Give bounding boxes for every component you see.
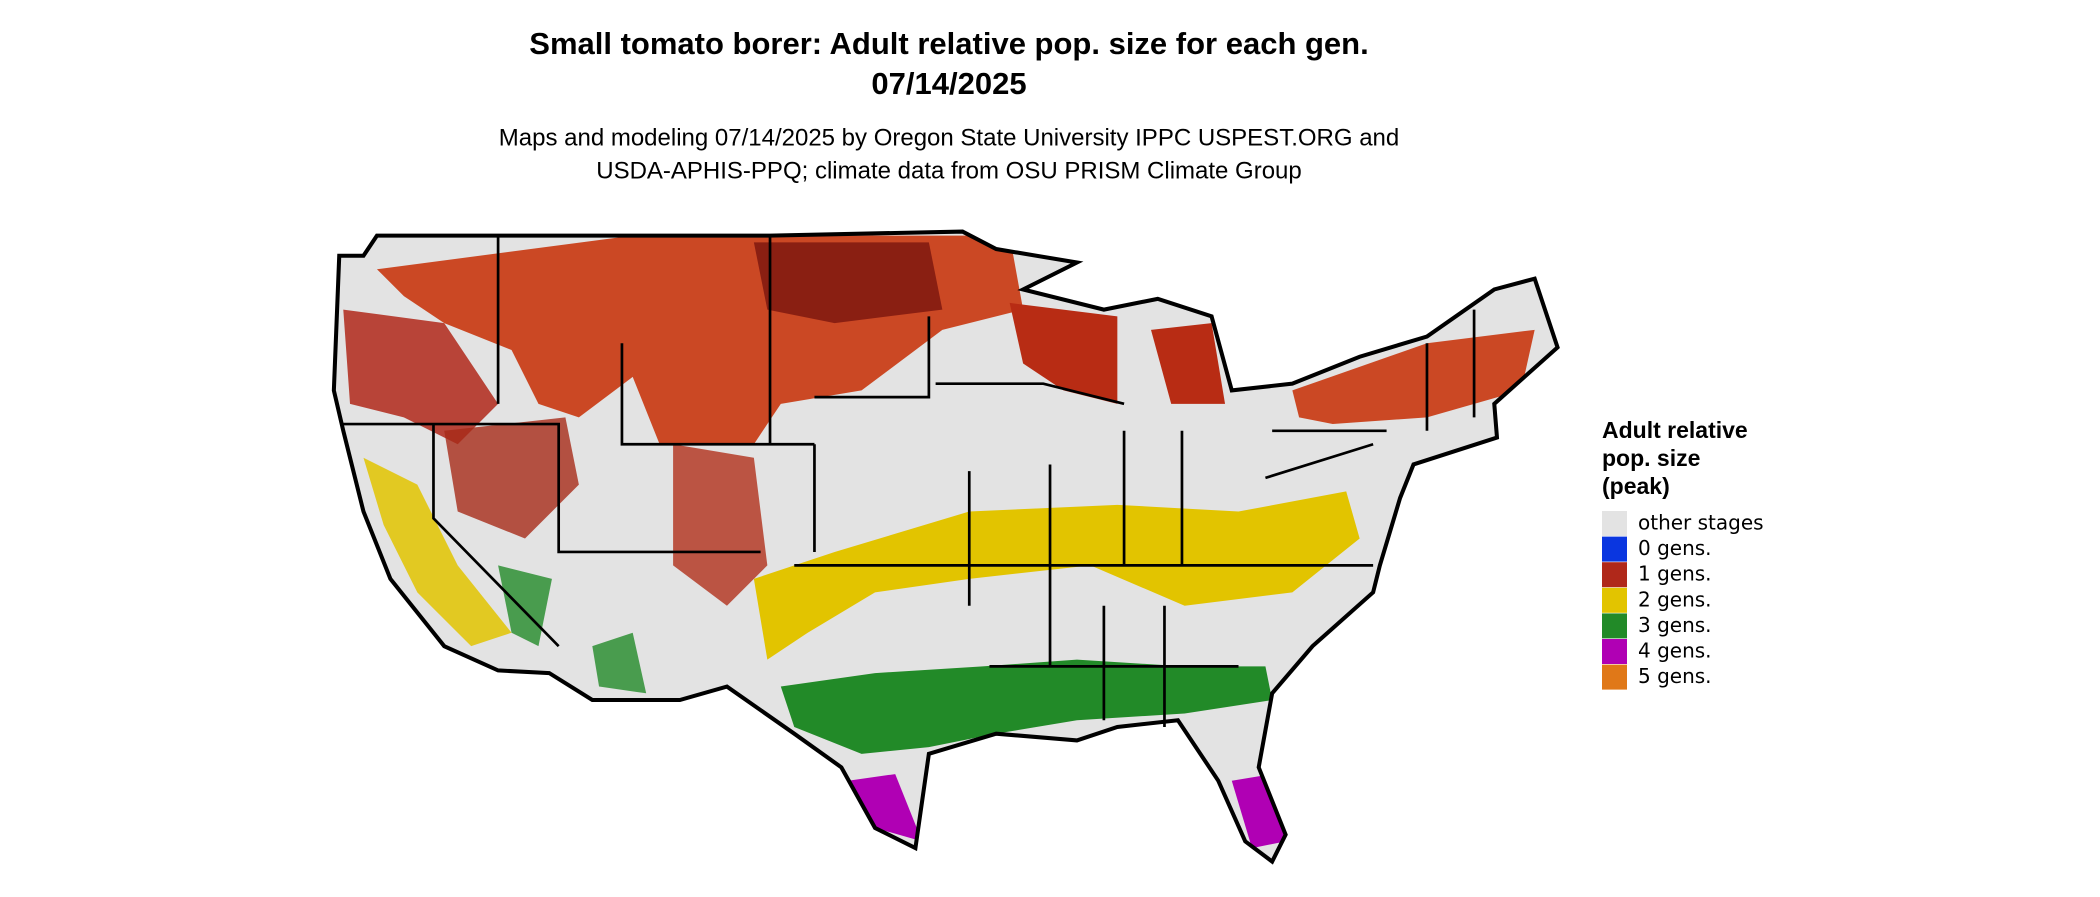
legend-swatch bbox=[1602, 562, 1627, 588]
legend-title: Adult relative bbox=[1602, 417, 1748, 443]
subtitle: USDA-APHIS-PPQ; climate data from OSU PR… bbox=[596, 157, 1302, 184]
legend-label: other stages bbox=[1638, 511, 1764, 535]
legend-swatch bbox=[1602, 511, 1627, 536]
legend-swatch bbox=[1602, 664, 1627, 690]
title: 07/14/2025 bbox=[871, 66, 1026, 101]
subtitle: Maps and modeling 07/14/2025 by Oregon S… bbox=[499, 124, 1399, 151]
legend-label: 2 gens. bbox=[1638, 587, 1712, 611]
legend-title: pop. size bbox=[1602, 445, 1700, 471]
state-borders bbox=[334, 232, 1558, 862]
legend-swatch bbox=[1602, 613, 1627, 639]
legend-label: 4 gens. bbox=[1638, 639, 1712, 663]
legend-label: 5 gens. bbox=[1638, 664, 1712, 688]
legend-label: 3 gens. bbox=[1638, 613, 1712, 637]
legend-swatch bbox=[1602, 639, 1627, 664]
legend-label: 1 gens. bbox=[1638, 562, 1712, 586]
legend-swatch bbox=[1602, 587, 1627, 613]
us-map bbox=[334, 232, 1558, 862]
title: Small tomato borer: Adult relative pop. … bbox=[529, 26, 1368, 61]
legend-swatch bbox=[1602, 536, 1627, 562]
legend-title: (peak) bbox=[1602, 473, 1670, 499]
legend-label: 0 gens. bbox=[1638, 536, 1712, 560]
